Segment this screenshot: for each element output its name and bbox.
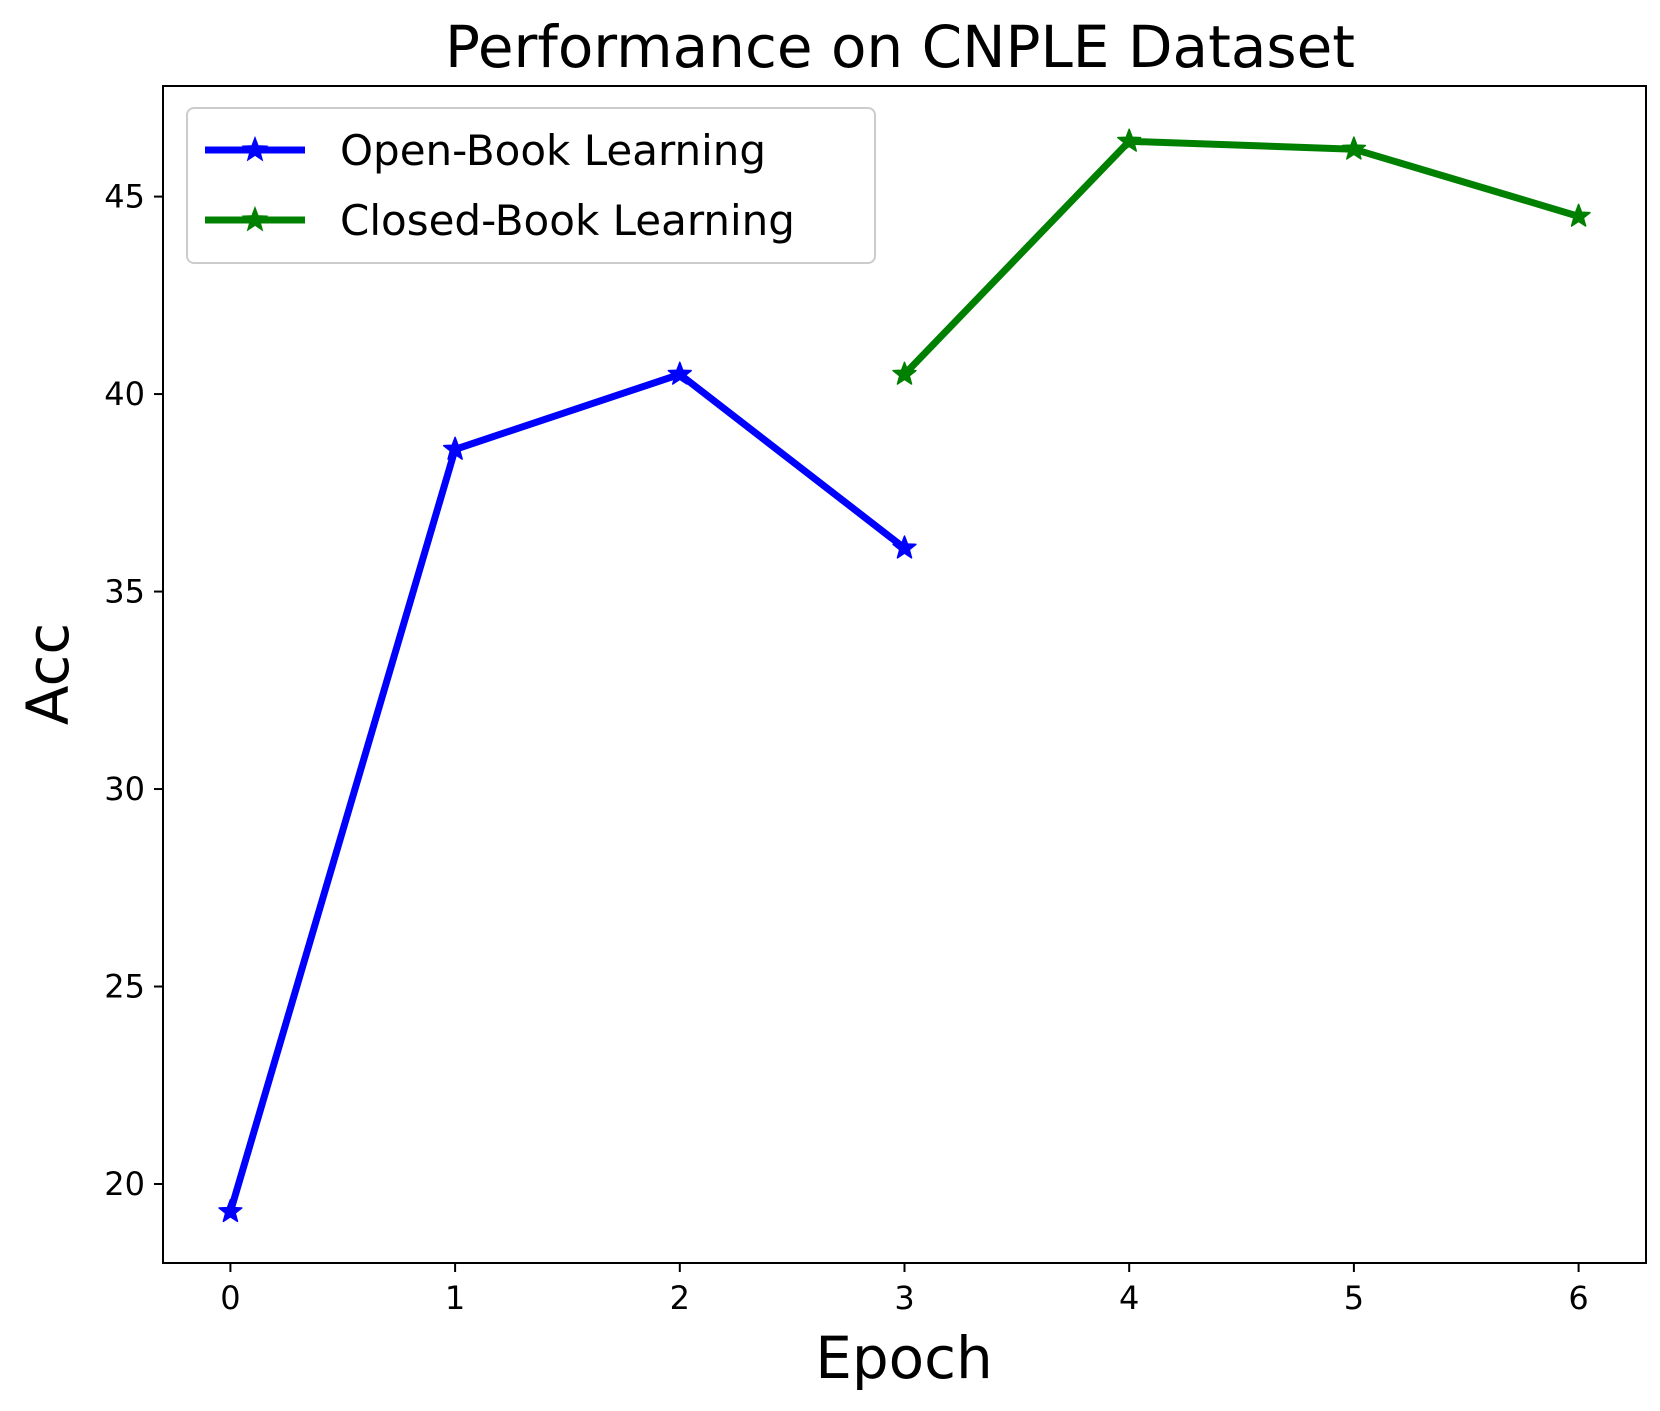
legend-item: Closed-Book Learning bbox=[205, 196, 795, 245]
y-tick-label: 45 bbox=[104, 178, 145, 216]
series-line bbox=[899, 137, 1583, 380]
legend-label: Closed-Book Learning bbox=[340, 196, 795, 245]
x-tick-label: 5 bbox=[1344, 1279, 1364, 1317]
x-tick-label: 4 bbox=[1119, 1279, 1139, 1317]
chart-title: Performance on CNPLE Dataset bbox=[445, 13, 1355, 81]
legend-label: Open-Book Learning bbox=[340, 126, 766, 175]
y-tick-label: 40 bbox=[104, 375, 145, 413]
legend-item: Open-Book Learning bbox=[205, 126, 766, 175]
data-point bbox=[667, 361, 692, 385]
x-tick-label: 0 bbox=[220, 1279, 240, 1317]
y-tick-label: 25 bbox=[104, 968, 145, 1006]
data-point bbox=[442, 436, 468, 460]
legend-marker bbox=[241, 135, 269, 162]
series-2 bbox=[892, 128, 1591, 385]
x-tick-label: 6 bbox=[1568, 1279, 1588, 1317]
data-point bbox=[892, 361, 917, 385]
data-point bbox=[1341, 136, 1367, 160]
series-1 bbox=[218, 361, 917, 1223]
data-point bbox=[1117, 128, 1142, 152]
data-point bbox=[892, 535, 917, 559]
x-tick-label: 3 bbox=[894, 1279, 914, 1317]
y-tick-label: 30 bbox=[104, 770, 145, 808]
data-point bbox=[1566, 203, 1591, 227]
legend-marker bbox=[241, 205, 269, 232]
series-group bbox=[218, 128, 1591, 1223]
x-axis: 0 1 2 3 4 5 6 bbox=[220, 1263, 1589, 1317]
y-tick-label: 35 bbox=[104, 573, 145, 611]
y-axis-label: Acc bbox=[14, 623, 82, 725]
x-axis-label: Epoch bbox=[815, 1324, 993, 1392]
legend: Open-Book Learning Closed-Book Learning bbox=[186, 107, 876, 264]
series-line bbox=[226, 370, 910, 1216]
y-axis: 20 25 30 35 40 45 bbox=[104, 178, 163, 1203]
x-tick-label: 2 bbox=[670, 1279, 690, 1317]
x-tick-label: 1 bbox=[445, 1279, 465, 1317]
legend-box bbox=[186, 107, 876, 264]
y-tick-label: 20 bbox=[104, 1165, 145, 1203]
data-point bbox=[218, 1198, 243, 1223]
